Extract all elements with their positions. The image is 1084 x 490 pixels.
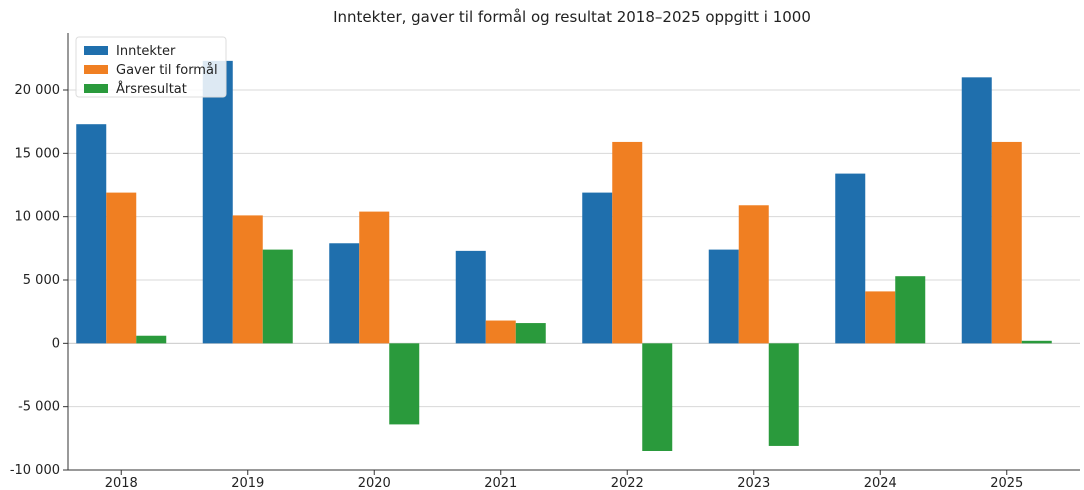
x-tick-label: 2020 (358, 476, 391, 490)
bar--rsresultat-2021 (515, 323, 546, 344)
y-tick-label: 5 000 (23, 273, 60, 288)
x-axis-ticks: 2018 2019 2020 2021 2022 2023 2024 2025 (105, 470, 1023, 490)
bar-inntekter-2019 (202, 60, 233, 344)
bar--rsresultat-2022 (642, 343, 673, 451)
legend-swatch (84, 46, 108, 55)
y-tick-label: 15 000 (15, 146, 61, 161)
bar-inntekter-2024 (835, 173, 866, 344)
legend-box (75, 36, 227, 98)
bar-inntekter-2025 (961, 77, 992, 344)
bar--rsresultat-2024 (895, 276, 926, 344)
bar-gaver-til-form-l-2025 (991, 141, 1022, 344)
bar-inntekter-2022 (582, 192, 613, 344)
x-tick-label: 2024 (864, 476, 897, 490)
x-tick-label: 2018 (105, 476, 138, 490)
bar--rsresultat-2018 (136, 335, 167, 344)
bar-gaver-til-form-l-2022 (612, 141, 643, 344)
bar-inntekter-2021 (455, 250, 486, 344)
x-tick-label: 2021 (484, 476, 517, 490)
bar--rsresultat-2019 (262, 249, 293, 344)
y-tick-label: 20 000 (15, 83, 61, 98)
bar-gaver-til-form-l-2018 (106, 192, 137, 344)
bar-inntekter-2023 (708, 249, 739, 344)
legend-swatch (84, 65, 108, 74)
y-tick-label: -5 000 (18, 400, 60, 415)
legend-label: Inntekter (116, 44, 176, 59)
x-tick-label: 2023 (737, 476, 770, 490)
bar--rsresultat-2025 (1021, 340, 1052, 344)
x-tick-label: 2019 (231, 476, 264, 490)
bar-inntekter-2020 (329, 243, 360, 344)
bar--rsresultat-2020 (389, 343, 420, 425)
bar-gaver-til-form-l-2019 (232, 215, 263, 344)
legend-swatch (84, 84, 108, 93)
y-tick-label: 10 000 (15, 210, 61, 225)
bar-gaver-til-form-l-2023 (738, 205, 769, 344)
bar-inntekter-2018 (76, 124, 107, 344)
x-tick-label: 2025 (990, 476, 1023, 490)
bars (76, 60, 1052, 451)
y-tick-label: 0 (52, 336, 60, 351)
legend-label: Årsresultat (116, 81, 187, 97)
y-axis-ticks: -10 000 -5 000 0 5 000 10 000 15 000 20 000 (10, 83, 68, 478)
chart-title: Inntekter, gaver til formål og resultat … (333, 8, 811, 26)
bar-gaver-til-form-l-2020 (359, 211, 390, 344)
axes (67, 33, 1080, 471)
legend-label: Gaver til formål (116, 63, 218, 78)
x-tick-label: 2022 (611, 476, 644, 490)
bar--rsresultat-2023 (768, 343, 799, 446)
bar-gaver-til-form-l-2024 (865, 291, 896, 344)
y-tick-label: -10 000 (10, 463, 60, 478)
legend: Inntekter Gaver til formål Årsresultat (75, 36, 227, 98)
bar-gaver-til-form-l-2021 (485, 320, 516, 344)
